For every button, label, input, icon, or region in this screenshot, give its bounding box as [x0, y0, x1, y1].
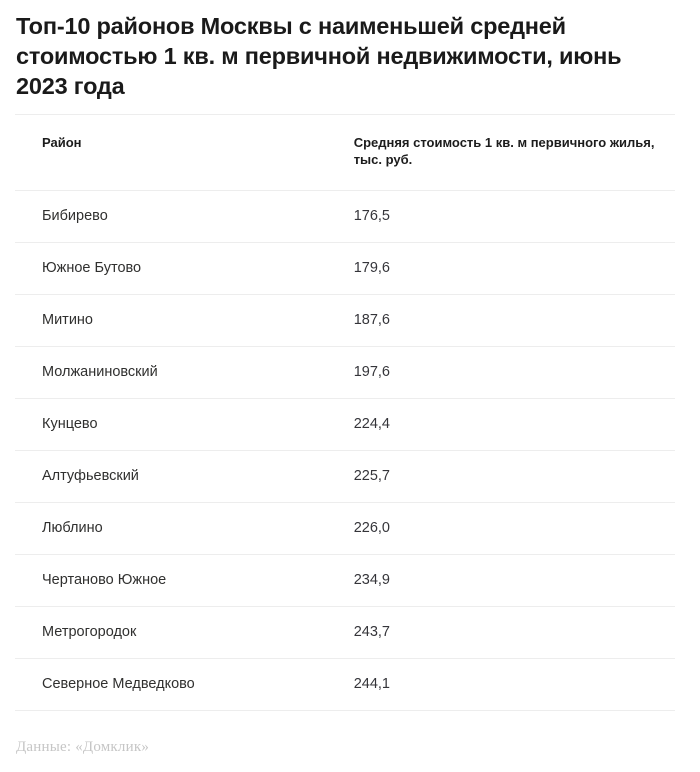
page-title: Топ-10 районов Москвы с наименьшей средн… [16, 13, 622, 99]
cell-price: 243,7 [341, 606, 675, 659]
table-header-row: Район Средняя стоимость 1 кв. м первично… [15, 114, 675, 191]
title-block: Топ-10 районов Москвы с наименьшей средн… [0, 0, 700, 101]
cell-district: Молжаниновский [15, 346, 342, 399]
table-row: Алтуфьевский 225,7 [15, 450, 675, 503]
table-row: Люблино 226,0 [15, 502, 675, 555]
cell-price: 197,6 [341, 346, 675, 399]
cell-price: 187,6 [341, 294, 675, 347]
column-header-district: Район [15, 114, 342, 191]
table-row: Южное Бутово 179,6 [15, 242, 675, 295]
cell-district: Кунцево [15, 398, 342, 451]
cell-district: Чертаново Южное [15, 554, 342, 607]
table-row: Северное Медведково 244,1 [15, 658, 675, 711]
cell-price: 234,9 [341, 554, 675, 607]
table-row: Молжаниновский 197,6 [15, 346, 675, 399]
table-body: Бибирево 176,5 Южное Бутово 179,6 Митино… [15, 190, 675, 711]
cell-district: Митино [15, 294, 342, 347]
cell-price: 176,5 [341, 190, 675, 243]
source-note: Данные: «Домклик» [16, 739, 150, 755]
table-row: Кунцево 224,4 [15, 398, 675, 451]
cell-district: Люблино [15, 502, 342, 555]
table-container: Район Средняя стоимость 1 кв. м первично… [15, 101, 675, 711]
table-row: Чертаново Южное 234,9 [15, 554, 675, 607]
table-row: Митино 187,6 [15, 294, 675, 347]
cell-price: 179,6 [341, 242, 675, 295]
cell-district: Метрогородок [15, 606, 342, 659]
cell-district: Южное Бутово [15, 242, 342, 295]
districts-price-table: Район Средняя стоимость 1 кв. м первично… [15, 114, 675, 711]
column-header-price: Средняя стоимость 1 кв. м первичного жил… [341, 114, 675, 191]
table-row: Метрогородок 243,7 [15, 606, 675, 659]
cell-price: 224,4 [341, 398, 675, 451]
cell-district: Северное Медведково [15, 658, 342, 711]
cell-price: 225,7 [341, 450, 675, 503]
cell-district: Бибирево [15, 190, 342, 243]
cell-district: Алтуфьевский [15, 450, 342, 503]
table-row: Бибирево 176,5 [15, 190, 675, 243]
table-header: Район Средняя стоимость 1 кв. м первично… [15, 114, 675, 191]
footer: Данные: «Домклик» [0, 711, 700, 757]
cell-price: 244,1 [341, 658, 675, 711]
cell-price: 226,0 [341, 502, 675, 555]
